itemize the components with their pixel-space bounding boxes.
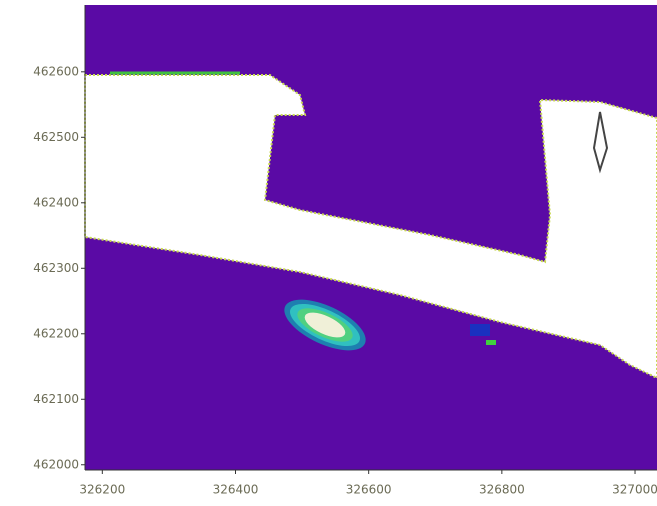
x-tick-label: 327000	[612, 483, 657, 497]
contour-blob	[284, 299, 366, 351]
x-tick-label: 326200	[79, 483, 125, 497]
y-tick-label: 462000	[33, 457, 79, 471]
green-patch	[486, 340, 496, 345]
y-tick-label: 462100	[33, 392, 79, 406]
ticks: 326200 326400 326600 326800 327000 462000 4621…	[33, 64, 657, 496]
y-tick-label: 462300	[33, 261, 79, 275]
y-tick-label: 462500	[33, 130, 79, 144]
blue-patch	[470, 324, 490, 336]
x-tick-label: 326600	[346, 483, 392, 497]
marker	[592, 111, 609, 174]
y-tick-label: 462200	[33, 326, 79, 340]
land-area	[84, 74, 657, 380]
x-tick-label: 326400	[213, 483, 259, 497]
y-tick-label: 462600	[33, 64, 79, 78]
y-tick-label: 462400	[33, 195, 79, 209]
x-tick-label: 326800	[479, 483, 525, 497]
